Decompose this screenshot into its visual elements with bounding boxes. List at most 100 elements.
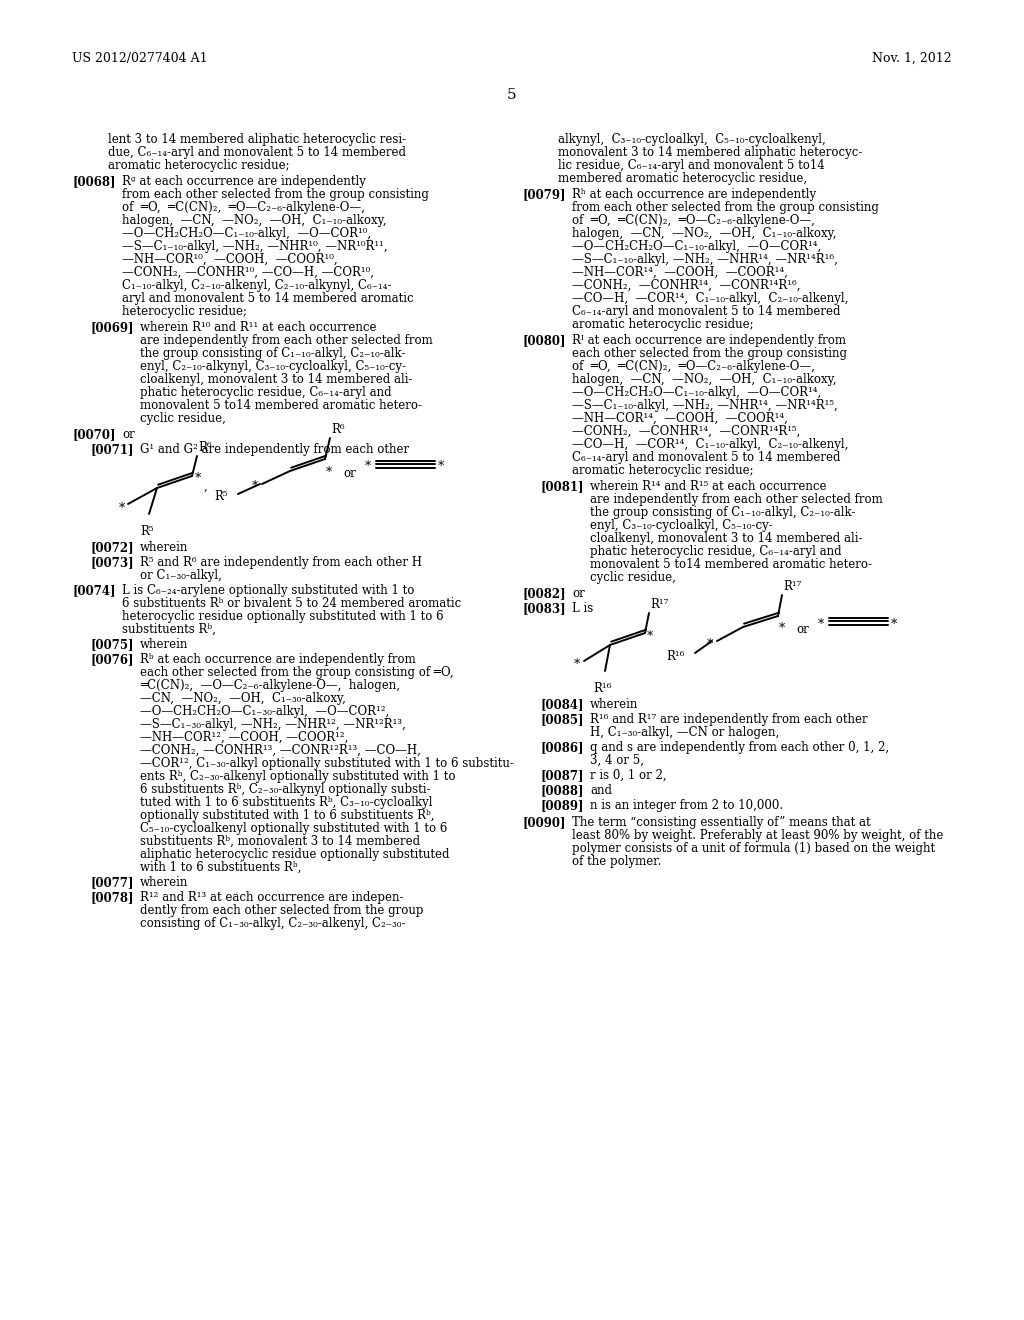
Text: dently from each other selected from the group: dently from each other selected from the… xyxy=(140,904,424,917)
Text: [0071]: [0071] xyxy=(90,444,133,455)
Text: [0081]: [0081] xyxy=(540,480,584,492)
Text: [0074]: [0074] xyxy=(72,583,116,597)
Text: R⁶: R⁶ xyxy=(331,422,345,436)
Text: —O—CH₂CH₂O—C₁₋₃₀-alkyl,  —O—COR¹²,: —O—CH₂CH₂O—C₁₋₃₀-alkyl, —O—COR¹², xyxy=(140,705,389,718)
Text: each other selected from the group consisting: each other selected from the group consi… xyxy=(572,347,847,360)
Text: [0085]: [0085] xyxy=(540,713,584,726)
Text: —NH—COR¹⁰,  —COOH,  —COOR¹⁰,: —NH—COR¹⁰, —COOH, —COOR¹⁰, xyxy=(122,253,338,267)
Text: [0069]: [0069] xyxy=(90,321,133,334)
Text: are independently from each other selected from: are independently from each other select… xyxy=(140,334,433,347)
Text: wherein R¹⁰ and R¹¹ at each occurrence: wherein R¹⁰ and R¹¹ at each occurrence xyxy=(140,321,377,334)
Text: *: * xyxy=(119,502,125,515)
Text: G¹ and G² are independently from each other: G¹ and G² are independently from each ot… xyxy=(140,444,410,455)
Text: each other selected from the group consisting of ═O,: each other selected from the group consi… xyxy=(140,667,454,678)
Text: [0084]: [0084] xyxy=(540,698,584,711)
Text: monovalent 3 to 14 membered aliphatic heterocyc-: monovalent 3 to 14 membered aliphatic he… xyxy=(558,147,862,158)
Text: ents Rᵇ, C₂₋₃₀-alkenyl optionally substituted with 1 to: ents Rᵇ, C₂₋₃₀-alkenyl optionally substi… xyxy=(140,770,456,783)
Text: [0083]: [0083] xyxy=(522,602,565,615)
Text: Nov. 1, 2012: Nov. 1, 2012 xyxy=(872,51,952,65)
Text: n is an integer from 2 to 10,000.: n is an integer from 2 to 10,000. xyxy=(590,799,783,812)
Text: [0070]: [0070] xyxy=(72,428,116,441)
Text: —CO—H,  —COR¹⁴,  C₁₋₁₀-alkyl,  C₂₋₁₀-alkenyl,: —CO—H, —COR¹⁴, C₁₋₁₀-alkyl, C₂₋₁₀-alkeny… xyxy=(572,438,848,451)
Text: R¹⁶: R¹⁶ xyxy=(594,682,612,696)
Text: or: or xyxy=(796,623,809,636)
Text: *: * xyxy=(891,618,897,631)
Text: tuted with 1 to 6 substituents Rᵇ, C₃₋₁₀-cycloalkyl: tuted with 1 to 6 substituents Rᵇ, C₃₋₁₀… xyxy=(140,796,432,809)
Text: aromatic heterocyclic residue;: aromatic heterocyclic residue; xyxy=(108,158,290,172)
Text: *: * xyxy=(252,480,258,494)
Text: Rᵇ at each occurrence are independently from: Rᵇ at each occurrence are independently … xyxy=(140,653,416,667)
Text: *: * xyxy=(573,659,581,672)
Text: *: * xyxy=(818,618,824,631)
Text: monovalent 5 to14 membered aromatic hetero-: monovalent 5 to14 membered aromatic hete… xyxy=(590,558,872,572)
Text: R⁶: R⁶ xyxy=(198,441,212,454)
Text: 3, 4 or 5,: 3, 4 or 5, xyxy=(590,754,644,767)
Text: r is 0, 1 or 2,: r is 0, 1 or 2, xyxy=(590,770,667,781)
Text: from each other selected from the group consisting: from each other selected from the group … xyxy=(122,187,429,201)
Text: membered aromatic heterocyclic residue,: membered aromatic heterocyclic residue, xyxy=(558,172,807,185)
Text: [0087]: [0087] xyxy=(540,770,584,781)
Text: L is C₆₋₂₄-arylene optionally substituted with 1 to: L is C₆₋₂₄-arylene optionally substitute… xyxy=(122,583,415,597)
Text: [0090]: [0090] xyxy=(522,816,565,829)
Text: heterocyclic residue optionally substituted with 1 to 6: heterocyclic residue optionally substitu… xyxy=(122,610,443,623)
Text: [0077]: [0077] xyxy=(90,876,133,888)
Text: phatic heterocyclic residue, C₆₋₁₄-aryl and: phatic heterocyclic residue, C₆₋₁₄-aryl … xyxy=(140,385,391,399)
Text: [0078]: [0078] xyxy=(90,891,133,904)
Text: enyl, C₃₋₁₀-cycloalkyl, C₅₋₁₀-cy-: enyl, C₃₋₁₀-cycloalkyl, C₅₋₁₀-cy- xyxy=(590,519,773,532)
Text: [0075]: [0075] xyxy=(90,638,133,651)
Text: H, C₁₋₃₀-alkyl, —CN or halogen,: H, C₁₋₃₀-alkyl, —CN or halogen, xyxy=(590,726,779,739)
Text: R¹⁷: R¹⁷ xyxy=(783,579,802,593)
Text: R¹⁶: R¹⁶ xyxy=(667,649,685,663)
Text: wherein: wherein xyxy=(140,876,188,888)
Text: lent 3 to 14 membered aliphatic heterocyclic resi-: lent 3 to 14 membered aliphatic heterocy… xyxy=(108,133,407,147)
Text: aliphatic heterocyclic residue optionally substituted: aliphatic heterocyclic residue optionall… xyxy=(140,847,450,861)
Text: substituents Rᵇ, monovalent 3 to 14 membered: substituents Rᵇ, monovalent 3 to 14 memb… xyxy=(140,836,420,847)
Text: *: * xyxy=(779,623,785,635)
Text: —CONH₂, —CONHR¹⁰, —CO—H, —COR¹⁰,: —CONH₂, —CONHR¹⁰, —CO—H, —COR¹⁰, xyxy=(122,267,374,279)
Text: ,: , xyxy=(204,480,208,492)
Text: or: or xyxy=(122,428,135,441)
Text: q and s are independently from each other 0, 1, 2,: q and s are independently from each othe… xyxy=(590,741,889,754)
Text: consisting of C₁₋₃₀-alkyl, C₂₋₃₀-alkenyl, C₂₋₃₀-: consisting of C₁₋₃₀-alkyl, C₂₋₃₀-alkenyl… xyxy=(140,917,406,931)
Text: —CONH₂,  —CONHR¹⁴,  —CONR¹⁴R¹⁵,: —CONH₂, —CONHR¹⁴, —CONR¹⁴R¹⁵, xyxy=(572,425,801,438)
Text: —CO—H,  —COR¹⁴,  C₁₋₁₀-alkyl,  C₂₋₁₀-alkenyl,: —CO—H, —COR¹⁴, C₁₋₁₀-alkyl, C₂₋₁₀-alkeny… xyxy=(572,292,848,305)
Text: *: * xyxy=(195,473,201,486)
Text: of  ═O,  ═C(CN)₂,  ═O—C₂₋₆-alkylene-O—,: of ═O, ═C(CN)₂, ═O—C₂₋₆-alkylene-O—, xyxy=(572,360,815,374)
Text: from each other selected from the group consisting: from each other selected from the group … xyxy=(572,201,879,214)
Text: or C₁₋₃₀-alkyl,: or C₁₋₃₀-alkyl, xyxy=(140,569,222,582)
Text: [0080]: [0080] xyxy=(522,334,565,347)
Text: with 1 to 6 substituents Rᵇ,: with 1 to 6 substituents Rᵇ, xyxy=(140,861,301,874)
Text: cloalkenyl, monovalent 3 to 14 membered ali-: cloalkenyl, monovalent 3 to 14 membered … xyxy=(590,532,862,545)
Text: aromatic heterocyclic residue;: aromatic heterocyclic residue; xyxy=(572,465,754,477)
Text: R¹⁶ and R¹⁷ are independently from each other: R¹⁶ and R¹⁷ are independently from each … xyxy=(590,713,867,726)
Text: are independently from each other selected from: are independently from each other select… xyxy=(590,492,883,506)
Text: —COR¹², C₁₋₃₀-alkyl optionally substituted with 1 to 6 substitu-: —COR¹², C₁₋₃₀-alkyl optionally substitut… xyxy=(140,756,514,770)
Text: C₁₋₁₀-alkyl, C₂₋₁₀-alkenyl, C₂₋₁₀-alkynyl, C₆₋₁₄-: C₁₋₁₀-alkyl, C₂₋₁₀-alkenyl, C₂₋₁₀-alkyny… xyxy=(122,279,391,292)
Text: —S—C₁₋₁₀-alkyl, —NH₂, —NHR¹⁴, —NR¹⁴R¹⁶,: —S—C₁₋₁₀-alkyl, —NH₂, —NHR¹⁴, —NR¹⁴R¹⁶, xyxy=(572,253,838,267)
Text: and: and xyxy=(590,784,612,797)
Text: *: * xyxy=(365,461,371,474)
Text: [0073]: [0073] xyxy=(90,556,133,569)
Text: R⁵: R⁵ xyxy=(214,491,228,503)
Text: optionally substituted with 1 to 6 substituents Rᵇ,: optionally substituted with 1 to 6 subst… xyxy=(140,809,434,822)
Text: the group consisting of C₁₋₁₀-alkyl, C₂₋₁₀-alk-: the group consisting of C₁₋₁₀-alkyl, C₂₋… xyxy=(140,347,406,360)
Text: [0088]: [0088] xyxy=(540,784,584,797)
Text: R¹⁷: R¹⁷ xyxy=(650,598,669,611)
Text: —NH—COR¹⁴,  —COOH,  —COOR¹⁴,: —NH—COR¹⁴, —COOH, —COOR¹⁴, xyxy=(572,412,787,425)
Text: —O—CH₂CH₂O—C₁₋₁₀-alkyl,  —O—COR¹⁴,: —O—CH₂CH₂O—C₁₋₁₀-alkyl, —O—COR¹⁴, xyxy=(572,240,821,253)
Text: or: or xyxy=(343,467,355,480)
Text: [0076]: [0076] xyxy=(90,653,133,667)
Text: [0068]: [0068] xyxy=(72,176,116,187)
Text: —S—C₁₋₁₀-alkyl, —NH₂, —NHR¹⁰, —NR¹⁰R¹¹,: —S—C₁₋₁₀-alkyl, —NH₂, —NHR¹⁰, —NR¹⁰R¹¹, xyxy=(122,240,388,253)
Text: Rʰ at each occurrence are independently: Rʰ at each occurrence are independently xyxy=(572,187,816,201)
Text: [0079]: [0079] xyxy=(522,187,565,201)
Text: phatic heterocyclic residue, C₆₋₁₄-aryl and: phatic heterocyclic residue, C₆₋₁₄-aryl … xyxy=(590,545,842,558)
Text: ═C(CN)₂,  —O—C₂₋₆-alkylene-O—,  halogen,: ═C(CN)₂, —O—C₂₋₆-alkylene-O—, halogen, xyxy=(140,678,400,692)
Text: 5: 5 xyxy=(507,88,517,102)
Text: —CONH₂, —CONHR¹³, —CONR¹²R¹³, —CO—H,: —CONH₂, —CONHR¹³, —CONR¹²R¹³, —CO—H, xyxy=(140,744,421,756)
Text: —S—C₁₋₁₀-alkyl, —NH₂, —NHR¹⁴, —NR¹⁴R¹⁵,: —S—C₁₋₁₀-alkyl, —NH₂, —NHR¹⁴, —NR¹⁴R¹⁵, xyxy=(572,399,838,412)
Text: US 2012/0277404 A1: US 2012/0277404 A1 xyxy=(72,51,208,65)
Text: *: * xyxy=(647,630,653,643)
Text: Rᴵ at each occurrence are independently from: Rᴵ at each occurrence are independently … xyxy=(572,334,846,347)
Text: of the polymer.: of the polymer. xyxy=(572,855,662,869)
